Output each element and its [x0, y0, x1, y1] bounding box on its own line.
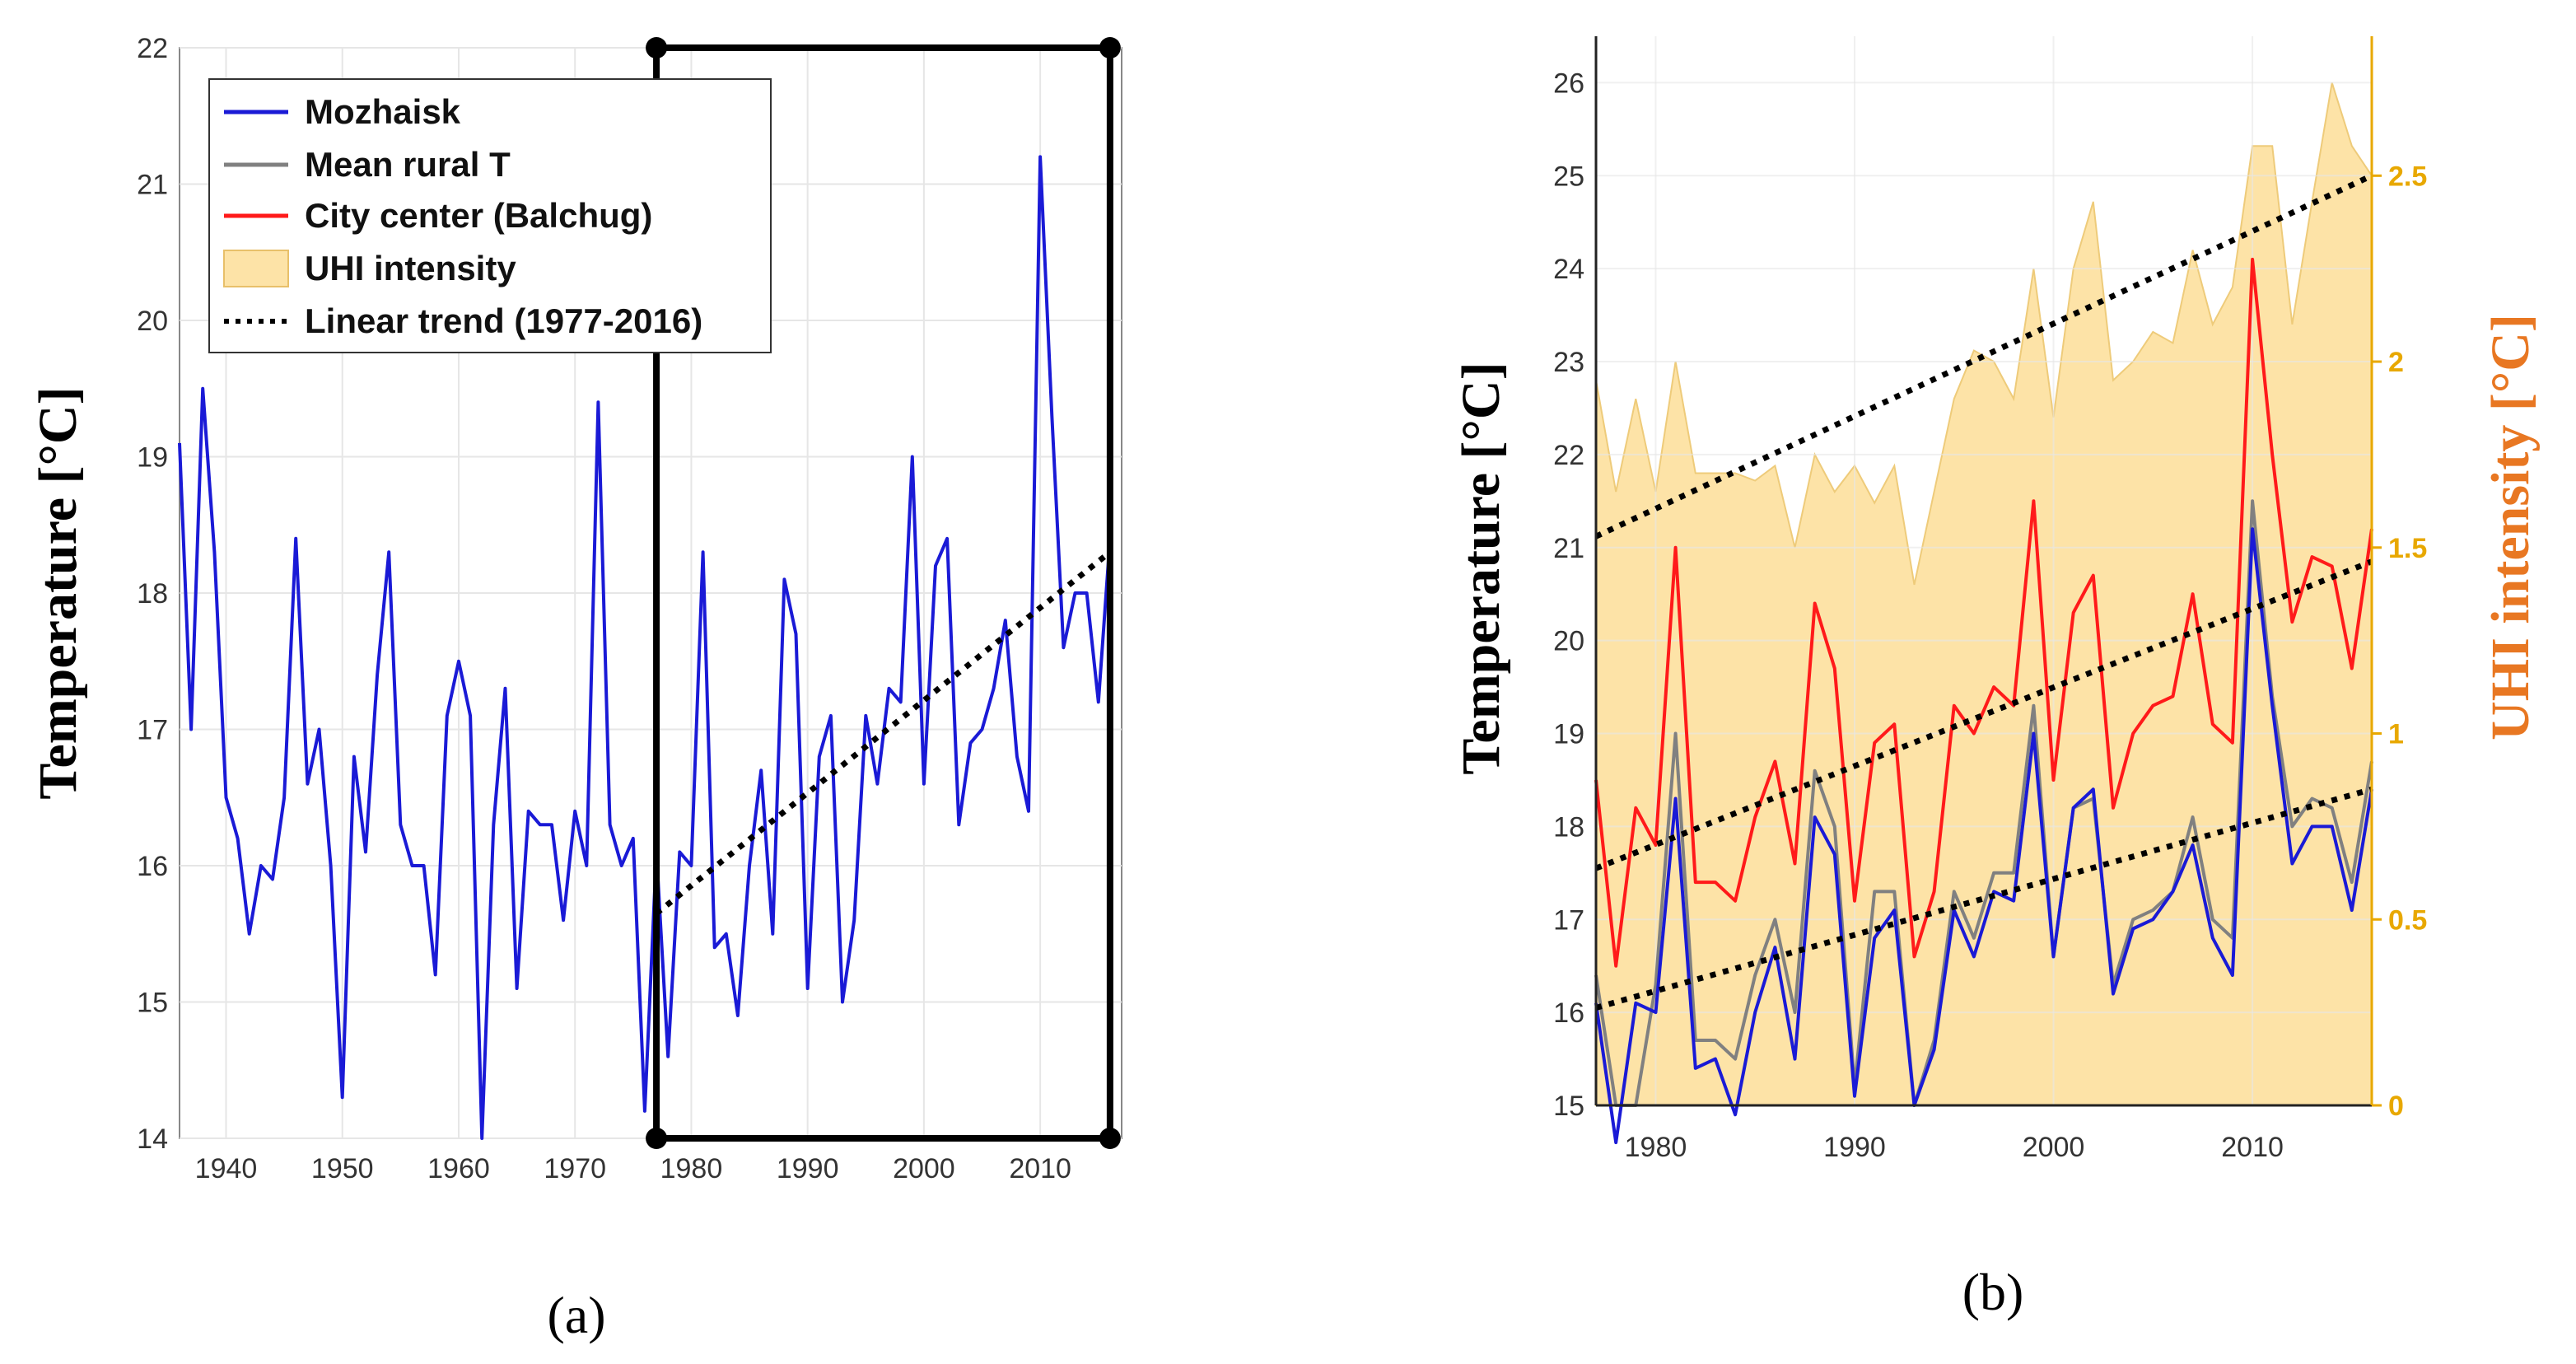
x-tick-label-a-2010: 2010	[1009, 1153, 1071, 1184]
ticks-a: 1940 1950 1960 1970 1980 1990 2000 2010 14 15 16 17…	[137, 33, 1071, 1184]
lines-a	[178, 155, 1113, 1140]
y2-tick-label-b-2: 1	[2388, 719, 2404, 750]
legend-box	[208, 78, 772, 353]
y-tick-label-b-15: 15	[1553, 1091, 1584, 1122]
trend-line-b-2	[1595, 786, 2373, 1011]
y-tick-label-a-21: 21	[137, 170, 168, 201]
y-tick-label-b-21: 21	[1553, 533, 1584, 564]
y2-tick-label-b-5: 2.5	[2388, 161, 2427, 192]
legend-label-uhi: UHI intensity	[305, 249, 516, 287]
y-tick-label-b-26: 26	[1553, 68, 1584, 99]
grid-b	[1596, 36, 2372, 1106]
legend: Mozhaisk Mean rural T City center (Balch…	[208, 78, 772, 353]
x-tick-label-a-1990: 1990	[777, 1153, 839, 1184]
y-tick-label-b-20: 20	[1553, 626, 1584, 657]
trend-line-a	[654, 549, 1113, 916]
y-tick-label-a-19: 19	[137, 442, 168, 474]
chart-panel-a: 1940 1950 1960 1970 1980 1990 2000 2010 14 15 16 17…	[28, 33, 1122, 1344]
y2-axis-label-b: UHI intensity [°C]	[2480, 314, 2541, 740]
y-axis-label-a: Temperature [°C]	[28, 386, 88, 799]
x-tick-label-a-1980: 1980	[660, 1153, 723, 1184]
y-tick-label-b-23: 23	[1553, 347, 1584, 378]
y2-tick-label-b-3: 1.5	[2388, 533, 2427, 564]
series-line-b-mozhaisk	[1594, 527, 2373, 1145]
chart-panel-b: 1980 1990 2000 2010151617181920212223242526…	[1451, 36, 2541, 1321]
panel-label-b: (b)	[1962, 1263, 2024, 1321]
y-tick-label-b-18: 18	[1553, 811, 1584, 843]
legend-label-city-center: City center (Balchug)	[305, 196, 652, 235]
ticks-b: 1980 1990 2000 2010151617181920212223242526…	[1553, 68, 2427, 1163]
highlight-corner-2	[646, 1128, 668, 1149]
x-tick-label-b-2010: 2010	[2221, 1132, 2284, 1163]
y-tick-label-b-16: 16	[1553, 997, 1584, 1029]
x-tick-label-a-1950: 1950	[311, 1153, 374, 1184]
highlight-corner-0	[646, 37, 668, 58]
series-line-b-city-center-balchug	[1594, 257, 2373, 968]
x-tick-label-a-1970: 1970	[544, 1153, 606, 1184]
y-tick-label-a-18: 18	[137, 578, 168, 610]
legend-label-mozhaisk: Mozhaisk	[305, 92, 461, 131]
y-axis-label-b: Temperature [°C]	[1451, 362, 1511, 774]
highlight-rect	[653, 44, 1113, 1142]
legend-label-mean-rural: Mean rural T	[305, 145, 511, 184]
axes-b	[1594, 36, 2373, 1107]
legend-swatch-uhi	[223, 250, 289, 287]
y2-tick-label-b-1: 0.5	[2388, 904, 2427, 936]
lines-b	[1594, 173, 2373, 1145]
y-tick-label-b-25: 25	[1553, 161, 1584, 192]
x-tick-label-b-2000: 2000	[2023, 1132, 2085, 1163]
highlight-corner-1	[1099, 37, 1121, 58]
highlight-box	[646, 37, 1121, 1149]
y-tick-label-a-20: 20	[137, 306, 168, 337]
y-tick-label-a-22: 22	[137, 33, 168, 64]
y-tick-label-a-17: 17	[137, 715, 168, 746]
series-line-mozhaisk	[178, 155, 1112, 1140]
x-tick-label-b-1990: 1990	[1823, 1132, 1886, 1163]
y2-tick-label-b-4: 2	[2388, 347, 2404, 378]
x-tick-label-b-1980: 1980	[1625, 1132, 1687, 1163]
y-tick-label-b-19: 19	[1553, 719, 1584, 750]
y-tick-label-a-15: 15	[137, 988, 168, 1019]
y-tick-label-b-17: 17	[1553, 904, 1584, 936]
trend-line-b-0	[1594, 173, 2373, 540]
highlight-corner-3	[1099, 1128, 1121, 1149]
panel-label-a: (a)	[547, 1286, 605, 1344]
legend-label-trend: Linear trend (1977-2016)	[305, 301, 702, 340]
y-tick-label-b-24: 24	[1553, 254, 1584, 285]
y-tick-label-b-22: 22	[1553, 440, 1584, 471]
y-tick-label-a-16: 16	[137, 851, 168, 882]
y-tick-label-a-14: 14	[137, 1123, 168, 1155]
y2-tick-label-b-0: 0	[2388, 1091, 2404, 1122]
x-tick-label-a-1960: 1960	[427, 1153, 490, 1184]
x-tick-label-a-2000: 2000	[893, 1153, 955, 1184]
x-tick-label-a-1940: 1940	[195, 1153, 258, 1184]
